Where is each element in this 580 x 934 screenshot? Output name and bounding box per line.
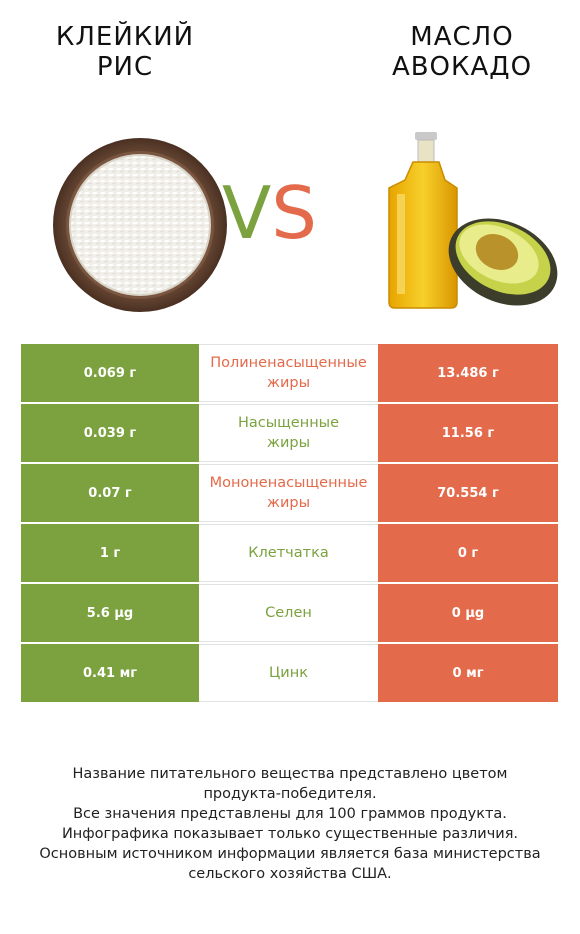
table-row: 1 г Клетчатка 0 г	[21, 524, 558, 584]
nutrient-name: Насыщенные жиры	[199, 404, 378, 462]
left-product-title-line1: КЛЕЙКИЙ	[55, 22, 195, 52]
nutrient-name: Клетчатка	[199, 524, 378, 582]
nutrient-name-line1: Селен	[265, 605, 312, 621]
left-product-title: КЛЕЙКИЙ РИС	[15, 22, 235, 82]
right-value: 0 г	[378, 524, 558, 582]
left-product-title-line2: РИС	[96, 52, 154, 82]
vs-v: V	[222, 171, 272, 255]
right-value: 0 мг	[378, 644, 558, 702]
footer-line: Инфографика показывает только существенн…	[61, 826, 519, 842]
left-value: 0.07 г	[21, 464, 199, 522]
left-value: 0.069 г	[21, 344, 199, 402]
footer-note: Название питательного вещества представл…	[10, 764, 570, 884]
nutrient-name-line2: жиры	[266, 435, 311, 451]
table-row: 5.6 µg Селен 0 µg	[21, 584, 558, 644]
nutrient-name-line1: Полиненасыщенные	[210, 355, 367, 371]
right-product-title-line1: МАСЛО	[410, 22, 514, 52]
left-value: 0.41 мг	[21, 644, 199, 702]
nutrient-name-line1: Клетчатка	[248, 545, 329, 561]
nutrient-name-line1: Цинк	[269, 665, 308, 681]
footer-line: Основным источником информации является …	[39, 846, 541, 862]
footer-line: Все значения представлены для 100 граммо…	[73, 806, 507, 822]
rice-bowl-icon	[53, 138, 227, 312]
table-row: 0.069 г Полиненасыщенные жиры 13.486 г	[21, 344, 558, 404]
oil-bottle-avocado-icon	[388, 132, 558, 309]
table-row: 0.039 г Насыщенные жиры 11.56 г	[21, 404, 558, 464]
right-product-title: МАСЛО АВОКАДО	[352, 22, 572, 82]
nutrient-name-line2: жиры	[266, 375, 311, 391]
left-value: 1 г	[21, 524, 199, 582]
nutrient-name-line1: Насыщенные	[237, 415, 340, 431]
table-row: 0.41 мг Цинк 0 мг	[21, 644, 558, 702]
nutrient-name-line1: Мононенасыщенные	[209, 475, 368, 491]
right-value: 11.56 г	[378, 404, 558, 462]
right-value: 0 µg	[378, 584, 558, 642]
footer-line: продукта-победителя.	[203, 786, 377, 802]
nutrient-name: Цинк	[199, 644, 378, 702]
table-row: 0.07 г Мононенасыщенные жиры 70.554 г	[21, 464, 558, 524]
footer-line: Название питательного вещества представл…	[72, 766, 508, 782]
left-value: 0.039 г	[21, 404, 199, 462]
nutrient-name: Полиненасыщенные жиры	[199, 344, 378, 402]
vs-s: S	[271, 171, 317, 255]
right-value: 70.554 г	[378, 464, 558, 522]
nutrient-name-line2: жиры	[266, 495, 311, 511]
nutrient-name: Селен	[199, 584, 378, 642]
right-value: 13.486 г	[378, 344, 558, 402]
comparison-table: 0.069 г Полиненасыщенные жиры 13.486 г 0.…	[21, 344, 558, 702]
nutrient-name: Мононенасыщенные жиры	[199, 464, 378, 522]
vs-label: VS	[222, 168, 317, 258]
footer-line: сельского хозяйства США.	[188, 866, 392, 882]
right-product-title-line2: АВОКАДО	[391, 52, 533, 82]
left-value: 5.6 µg	[21, 584, 199, 642]
